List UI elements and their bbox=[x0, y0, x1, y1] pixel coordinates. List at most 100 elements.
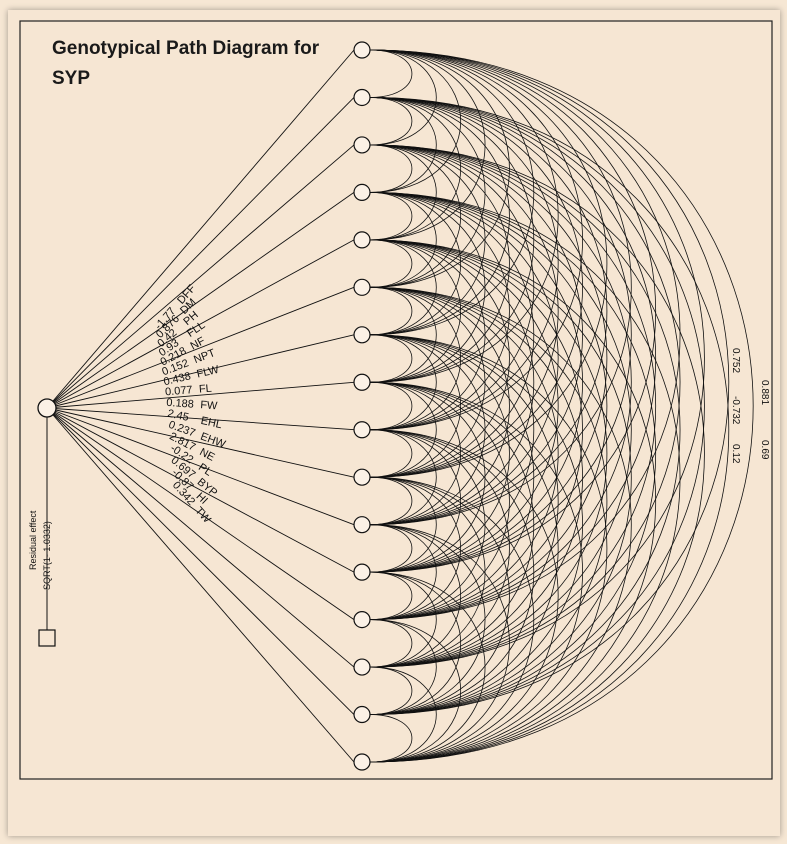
correlation-arc bbox=[369, 144, 657, 668]
direct-path-dff bbox=[46, 49, 355, 409]
direct-effect-value: 0.188 bbox=[166, 397, 194, 411]
trait-nodes bbox=[37, 41, 371, 771]
trait-node-dff bbox=[353, 41, 371, 59]
direct-effect-value: 0.077 bbox=[165, 384, 193, 398]
residual-box bbox=[38, 629, 56, 647]
correlation-arc bbox=[369, 144, 705, 763]
title-line-1: Genotypical Path Diagram for bbox=[52, 38, 320, 59]
correlation-arc bbox=[369, 192, 608, 620]
correlation-arc bbox=[369, 97, 486, 288]
correlation-arc bbox=[369, 192, 681, 763]
correlation-arc bbox=[369, 571, 413, 620]
correlation-arc bbox=[369, 49, 486, 241]
trait-label: FW bbox=[200, 399, 219, 412]
correlation-arc bbox=[369, 476, 534, 763]
trait-node-fw bbox=[353, 421, 371, 439]
correlation-arc bbox=[369, 239, 437, 336]
direct-path-fll bbox=[46, 192, 355, 409]
diagram-border bbox=[19, 20, 773, 780]
correlation-arc bbox=[369, 97, 462, 241]
correlation-arc bbox=[369, 97, 657, 620]
trait-node-byp bbox=[353, 658, 371, 676]
correlation-arc bbox=[369, 381, 559, 715]
direct-path-pl bbox=[46, 407, 355, 620]
correlation-arc bbox=[369, 144, 583, 526]
correlation-arc bbox=[369, 334, 583, 715]
trait-node-ne bbox=[353, 563, 371, 581]
correlation-arc bbox=[369, 524, 486, 715]
title-line-2: SYP bbox=[52, 68, 91, 89]
trait-node-fl bbox=[353, 373, 371, 391]
correlation-value: -0.732 bbox=[730, 396, 741, 425]
diagram-title: Genotypical Path Diagram for SYP bbox=[52, 34, 382, 94]
correlation-arc bbox=[369, 381, 437, 478]
correlation-arc bbox=[369, 144, 413, 193]
correlation-arc bbox=[369, 49, 559, 383]
correlation-arc bbox=[369, 239, 583, 620]
correlation-arc bbox=[369, 144, 534, 431]
direct-path-ph bbox=[46, 144, 355, 409]
correlation-arc bbox=[369, 144, 632, 620]
direct-path-ehw bbox=[46, 407, 355, 526]
correlation-arc bbox=[369, 286, 462, 431]
correlation-arc bbox=[369, 429, 486, 620]
correlation-value: 0.69 bbox=[759, 440, 770, 460]
correlation-arc bbox=[369, 49, 462, 193]
correlation-arc bbox=[369, 97, 729, 763]
direct-effect-value: 2.45 bbox=[166, 408, 189, 424]
correlation-arc bbox=[369, 381, 486, 573]
trait-label: TW bbox=[192, 505, 213, 526]
correlation-value: 0.12 bbox=[730, 444, 741, 464]
trait-node-nf bbox=[353, 231, 371, 249]
trait-label: EHL bbox=[200, 415, 223, 431]
trait-label: NE bbox=[197, 446, 216, 464]
correlation-arc bbox=[369, 286, 632, 763]
correlation-arc bbox=[369, 334, 608, 763]
correlation-arc bbox=[369, 334, 413, 383]
trait-label: FL bbox=[198, 383, 212, 396]
correlation-arc bbox=[369, 239, 632, 715]
correlation-arc bbox=[369, 144, 437, 241]
correlation-arc bbox=[369, 476, 486, 668]
correlation-arc bbox=[369, 192, 462, 336]
correlation-arc bbox=[369, 97, 534, 383]
correlation-arc bbox=[369, 619, 462, 763]
trait-node-npt bbox=[353, 278, 371, 296]
correlation-arc bbox=[369, 192, 583, 573]
correlation-arc bbox=[369, 429, 437, 526]
correlation-arc bbox=[369, 619, 413, 668]
correlation-arc bbox=[369, 429, 559, 763]
correlation-arc bbox=[369, 49, 583, 431]
correlation-arc bbox=[369, 144, 559, 478]
correlation-arc bbox=[369, 192, 486, 383]
trait-node-ph bbox=[353, 136, 371, 154]
direct-path-nf bbox=[46, 239, 355, 409]
correlation-arc bbox=[369, 239, 462, 383]
direct-path-npt bbox=[46, 286, 355, 409]
residual-formula: SQRT(1- 1.0332) bbox=[42, 521, 52, 590]
correlation-arc bbox=[369, 476, 413, 526]
correlation-arc bbox=[369, 192, 657, 715]
correlation-arc bbox=[369, 144, 681, 715]
trait-node-dm bbox=[353, 88, 371, 107]
trait-node-flw bbox=[353, 326, 371, 344]
correlation-arc bbox=[369, 97, 583, 478]
correlation-arc bbox=[369, 524, 413, 573]
correlation-arc bbox=[369, 429, 534, 715]
correlation-arc bbox=[369, 476, 437, 573]
correlation-arc bbox=[369, 571, 437, 668]
correlation-arc bbox=[369, 476, 462, 620]
correlation-arc bbox=[369, 286, 413, 336]
correlation-arc bbox=[369, 49, 729, 715]
correlation-value: 0.881 bbox=[759, 380, 770, 405]
direct-path-dm bbox=[46, 97, 355, 409]
trait-node-pl bbox=[353, 610, 371, 629]
correlation-arc bbox=[369, 381, 462, 526]
direct-path-fl bbox=[46, 381, 355, 409]
correlation-arc bbox=[369, 334, 559, 668]
correlation-arc bbox=[369, 49, 657, 573]
correlation-arc bbox=[369, 97, 705, 715]
correlation-arc bbox=[369, 524, 462, 668]
direct-path-hi bbox=[46, 407, 355, 715]
